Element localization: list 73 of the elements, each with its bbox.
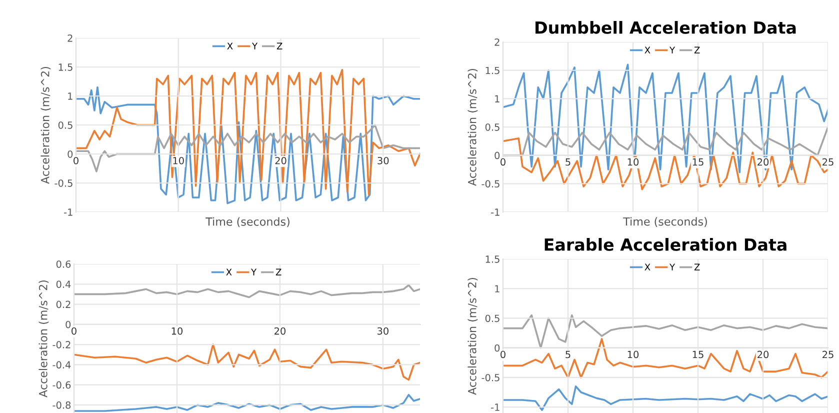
x-tick-label: 30: [377, 327, 388, 335]
chart-title: Dumbbell Acceleration Data: [536, 21, 796, 34]
x-tick-label: 5: [566, 158, 570, 166]
line-series: [74, 394, 420, 412]
legend-label: Z: [276, 268, 282, 276]
y-tick-label: -0.6: [52, 381, 71, 389]
y-axis-title: Acceleration (m/s^2): [38, 280, 49, 398]
y-tick-label: -0.4: [52, 361, 71, 369]
y-tick-label: -0.2: [52, 341, 70, 348]
legend-label: Y: [669, 46, 676, 54]
y-tick-label: -0.5: [482, 180, 500, 188]
y-tick-label: -0.5: [482, 374, 500, 382]
x-axis-title: Time (seconds): [623, 217, 707, 228]
y-tick-label: 1: [495, 285, 500, 292]
x-tick-label: 20: [758, 350, 769, 358]
legend-label: X: [644, 264, 650, 270]
x-tick-label: 0: [74, 156, 78, 164]
y-tick-label: 1: [495, 95, 500, 102]
legend-label: X: [644, 46, 650, 54]
x-tick-label: 25: [822, 158, 834, 166]
x-tick-label: 10: [172, 327, 183, 335]
line-series: [74, 344, 420, 381]
line-series: [503, 314, 828, 349]
y-tick-label: -1: [491, 208, 500, 216]
legend-label: X: [226, 268, 232, 276]
line-series: [503, 385, 828, 411]
y-axis-title: Acceleration (m/s^2): [468, 278, 478, 395]
legend-label: Y: [252, 42, 258, 50]
y-tick-label: 0: [68, 150, 73, 158]
chart-title: Earable Acceleration Data: [544, 238, 786, 251]
y-tick-label: -0.5: [54, 179, 72, 187]
y-tick-label: 1: [68, 92, 72, 100]
y-tick-label: -1: [64, 208, 72, 216]
y-tick-label: 0.5: [58, 121, 72, 129]
y-tick-label: -1: [491, 404, 500, 411]
x-tick-label: 15: [692, 350, 704, 358]
y-tick-label: 0.5: [485, 314, 500, 322]
y-tick-label: 1.5: [486, 256, 500, 263]
x-tick-label: 5: [566, 350, 570, 358]
y-tick-label: 0.6: [56, 260, 71, 268]
y-tick-label: 0.4: [56, 280, 71, 288]
y-tick-label: 1.5: [486, 66, 500, 74]
legend-label: Z: [694, 264, 700, 270]
x-tick-label: 10: [628, 350, 639, 358]
y-tick-label: 0.5: [485, 123, 500, 131]
y-axis-title: Acceleration (m/s^2): [468, 68, 478, 186]
y-tick-label: 0.2: [56, 300, 70, 308]
x-tick-label: 0: [500, 158, 506, 166]
x-tick-label: 20: [275, 156, 286, 164]
line-series: [503, 126, 828, 156]
y-tick-label: 1.5: [58, 64, 72, 71]
x-tick-label: 10: [173, 156, 184, 164]
legend-label: Z: [276, 42, 282, 50]
y-tick-label: 0: [66, 320, 71, 328]
y-axis-title: Acceleration (m/s^2): [40, 66, 51, 184]
y-tick-label: 2: [68, 34, 72, 42]
line-series: [74, 284, 420, 298]
y-tick-label: -0.8: [52, 401, 71, 409]
x-tick-label: 15: [692, 158, 704, 166]
x-tick-label: 30: [378, 156, 389, 164]
x-tick-label: 10: [628, 158, 639, 166]
legend-label: Y: [250, 268, 257, 276]
x-tick-label: 20: [274, 327, 286, 335]
x-tick-label: 25: [822, 350, 834, 358]
y-tick-label: 2: [494, 38, 500, 46]
legend-label: Z: [694, 46, 700, 54]
y-tick-label: 0: [494, 344, 500, 352]
x-tick-label: 20: [758, 158, 769, 166]
legend-label: Y: [669, 264, 676, 270]
y-tick-label: 0: [494, 152, 500, 160]
x-tick-label: 0: [500, 350, 506, 358]
x-axis-title: Time (seconds): [206, 217, 290, 228]
legend-label: X: [227, 42, 233, 50]
